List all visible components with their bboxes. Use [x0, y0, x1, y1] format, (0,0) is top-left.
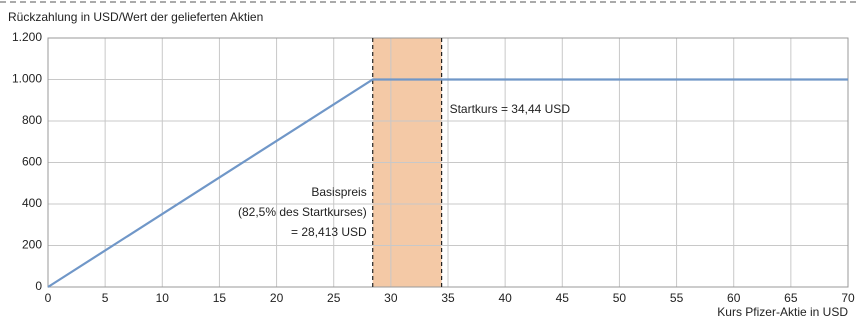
x-tick-label: 50 — [613, 291, 627, 305]
x-tick-label: 65 — [784, 291, 798, 305]
x-tick-label: 30 — [384, 291, 398, 305]
x-tick-label: 60 — [727, 291, 741, 305]
x-tick-label: 35 — [441, 291, 455, 305]
y-tick-label: 800 — [22, 113, 42, 127]
y-axis-title: Rückzahlung in USD/Wert der gelieferten … — [8, 10, 263, 24]
annotation: Startkurs = 34,44 USD — [450, 102, 571, 116]
annotation: (82,5% des Startkurses) — [238, 205, 367, 219]
x-tick-label: 10 — [156, 291, 170, 305]
x-tick-label: 20 — [270, 291, 284, 305]
y-tick-label: 400 — [22, 196, 42, 210]
y-tick-label: 600 — [22, 155, 42, 169]
y-tick-label: 1.200 — [12, 30, 42, 44]
line — [47, 78, 848, 288]
y-tick-label: 1.000 — [12, 72, 42, 86]
x-tick-label: 5 — [102, 291, 109, 305]
x-tick-label: 45 — [556, 291, 570, 305]
x-tick-label: 25 — [327, 291, 341, 305]
x-tick-label: 70 — [841, 291, 855, 305]
y-tick-label: 0 — [35, 279, 42, 293]
y-tick-label: 200 — [22, 238, 42, 252]
x-tick-label: 40 — [498, 291, 512, 305]
annotation: Basispreis — [311, 185, 366, 199]
plot-border — [47, 37, 849, 288]
x-axis-title: Kurs Pfizer-Aktie in USD — [717, 305, 848, 319]
annotation: = 28,413 USD — [291, 225, 367, 239]
x-tick-label: 0 — [45, 291, 52, 305]
x-tick-label: 15 — [213, 291, 227, 305]
x-tick-label: 55 — [670, 291, 684, 305]
